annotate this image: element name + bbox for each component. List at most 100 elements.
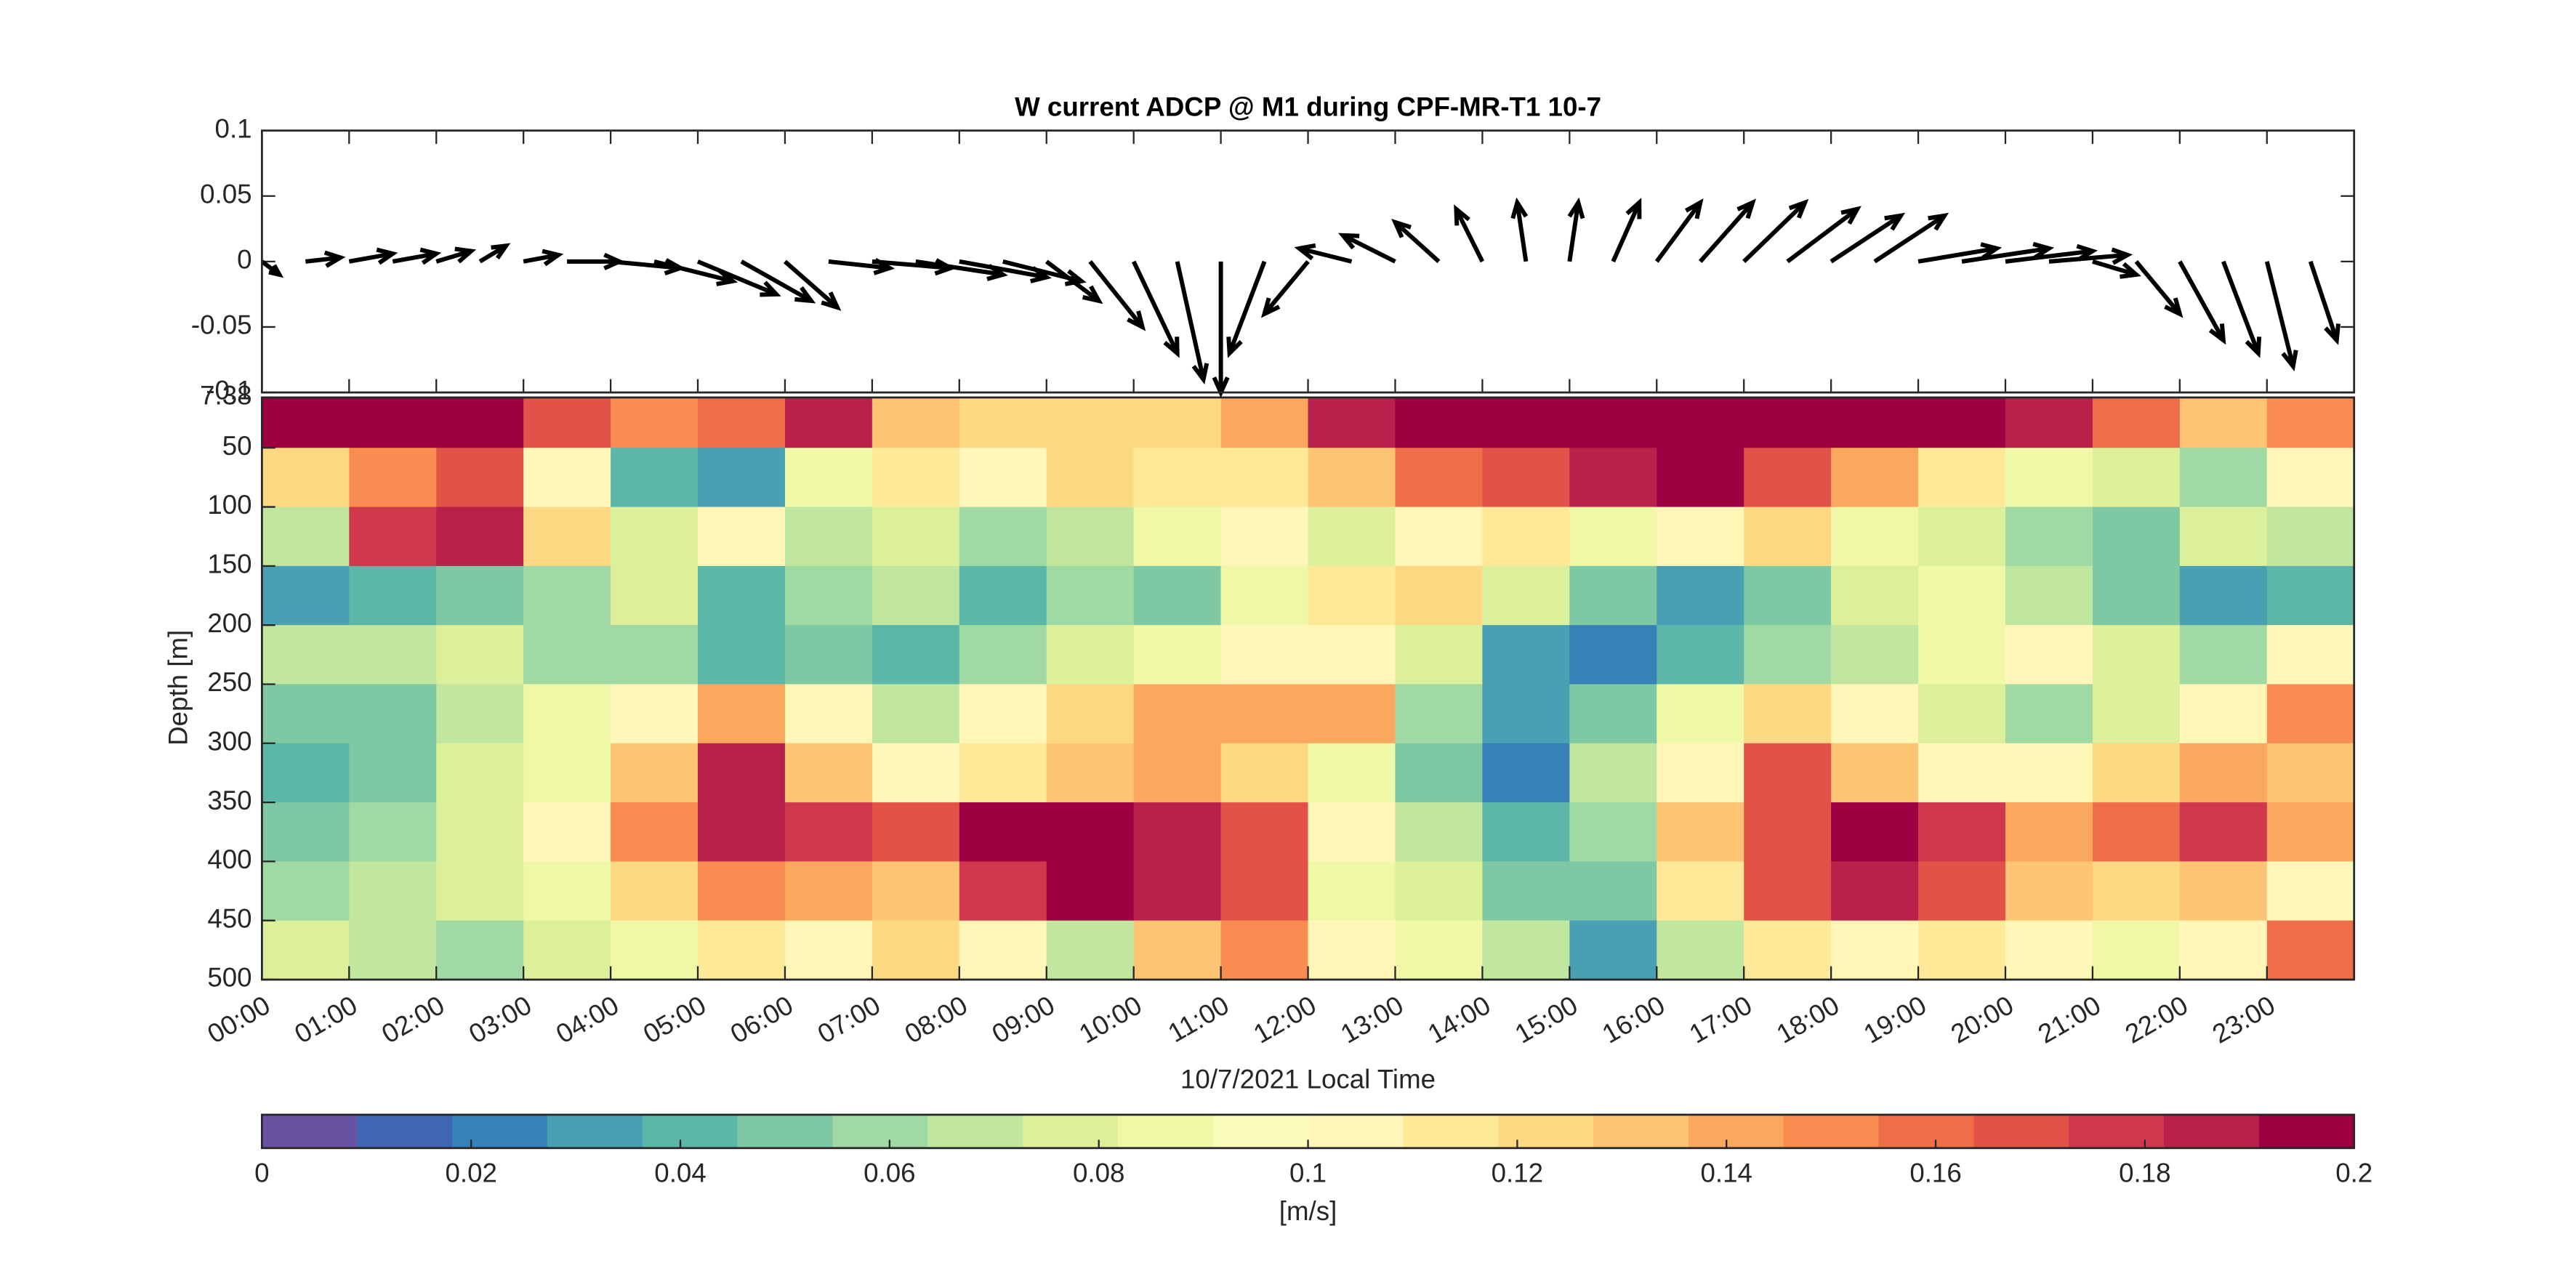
- heat-cell: [784, 802, 873, 863]
- x-tick-label: 17:00: [1684, 990, 1757, 1049]
- arrow: [305, 250, 346, 268]
- colorbar-swatch: [1973, 1114, 2070, 1148]
- colorbar-tick-label: 0.18: [2119, 1158, 2170, 1187]
- heat-cell: [872, 448, 960, 508]
- arrow: [1338, 233, 1396, 264]
- heat-cell: [1918, 743, 2006, 804]
- heat-cell: [2005, 743, 2093, 804]
- heat-cell: [784, 507, 873, 567]
- y-axis-label: Depth [m]: [164, 630, 193, 746]
- arrow: [783, 259, 842, 311]
- heat-cell: [1220, 448, 1309, 508]
- heat-cell: [2266, 625, 2355, 685]
- arrow: [2134, 259, 2183, 318]
- heat-cell: [1569, 743, 1658, 804]
- x-tick-label: 05:00: [638, 990, 711, 1049]
- heat-cell: [959, 684, 1047, 744]
- heat-cell: [1482, 625, 1571, 685]
- heat-cell: [698, 448, 786, 508]
- heat-cell: [2092, 743, 2181, 804]
- x-tick-label: 14:00: [1422, 990, 1495, 1049]
- heat-cell: [1831, 861, 1919, 921]
- arrow: [348, 247, 398, 265]
- heat-cell: [262, 743, 350, 804]
- heat-cell: [1831, 802, 1919, 863]
- colorbar-swatch: [547, 1114, 643, 1148]
- heat-cell: [436, 565, 525, 626]
- heat-cell: [611, 743, 699, 804]
- heat-cell: [1744, 625, 1832, 685]
- heat-cell: [2092, 684, 2181, 744]
- x-tick-label: 06:00: [725, 990, 798, 1049]
- y-tick-label: 300: [207, 726, 251, 756]
- arrow: [1961, 241, 2055, 264]
- arrow: [740, 259, 816, 304]
- heat-cell: [872, 565, 960, 626]
- x-tick-label: 08:00: [900, 990, 973, 1049]
- heat-cell: [959, 861, 1047, 921]
- heat-cell: [1831, 565, 1919, 626]
- heat-cell: [1657, 448, 1745, 508]
- heat-cell: [1918, 625, 2006, 685]
- heat-cell: [1133, 507, 1222, 567]
- heat-cell: [1220, 507, 1309, 567]
- y-tick-label: 400: [207, 844, 251, 874]
- colorbar-swatch: [642, 1114, 738, 1148]
- heat-cell: [1831, 507, 1919, 567]
- heat-cell: [1308, 920, 1396, 980]
- heat-cell: [1744, 802, 1832, 863]
- heat-cell: [1395, 861, 1484, 921]
- arrow: [1830, 212, 1906, 264]
- arrow: [1226, 260, 1267, 358]
- heat-cell: [262, 565, 350, 626]
- heat-cell: [1133, 861, 1222, 921]
- heat-cell: [1657, 684, 1745, 744]
- heat-cell: [698, 507, 786, 567]
- chart-title: W current ADCP @ M1 during CPF-MR-T1 10-…: [1015, 92, 1601, 122]
- y-tick-label: 150: [207, 549, 251, 579]
- colorbar-swatch: [262, 1114, 358, 1148]
- heat-cell: [1482, 448, 1571, 508]
- heat-cell: [959, 743, 1047, 804]
- heat-cell: [2266, 861, 2355, 921]
- heat-cell: [698, 397, 786, 449]
- heat-cell: [1831, 448, 1919, 508]
- heat-cell: [611, 565, 699, 626]
- axes-box: [260, 129, 2356, 394]
- heat-cell: [523, 397, 612, 449]
- colorbar-tick-label: 0.08: [1073, 1158, 1124, 1187]
- arrow: [392, 247, 442, 265]
- colorbar-tick-label: 0.16: [1909, 1158, 1961, 1187]
- heat-cell: [1395, 565, 1484, 626]
- heat-cell: [1046, 448, 1135, 508]
- heat-cell: [262, 448, 350, 508]
- arrow: [1175, 261, 1209, 385]
- heat-cell: [959, 625, 1047, 685]
- heat-cell: [1395, 920, 1484, 980]
- heat-cell: [1046, 861, 1135, 921]
- heat-cell: [2266, 684, 2355, 744]
- heat-cell: [436, 861, 525, 921]
- heat-cell: [698, 920, 786, 980]
- colorbar-label: [m/s]: [1279, 1196, 1337, 1226]
- heat-cell: [436, 743, 525, 804]
- x-tick-label: 22:00: [2120, 990, 2193, 1049]
- colorbar-swatch: [2164, 1114, 2260, 1148]
- heat-cell: [2092, 397, 2181, 449]
- heat-cell: [2266, 397, 2355, 449]
- colorbar-swatch: [1878, 1114, 1975, 1148]
- x-tick-label: 03:00: [464, 990, 536, 1049]
- heat-cell: [959, 397, 1047, 449]
- heat-cell: [1569, 861, 1658, 921]
- heat-cell: [611, 920, 699, 980]
- heat-cell: [2092, 507, 2181, 567]
- heat-cell: [1133, 448, 1222, 508]
- heat-cell: [1482, 565, 1571, 626]
- heat-cell: [1657, 743, 1745, 804]
- heat-cell: [262, 397, 350, 449]
- colorbar-swatch: [1308, 1114, 1404, 1148]
- heat-cell: [1744, 684, 1832, 744]
- arrow: [1611, 198, 1642, 263]
- heat-cell: [959, 448, 1047, 508]
